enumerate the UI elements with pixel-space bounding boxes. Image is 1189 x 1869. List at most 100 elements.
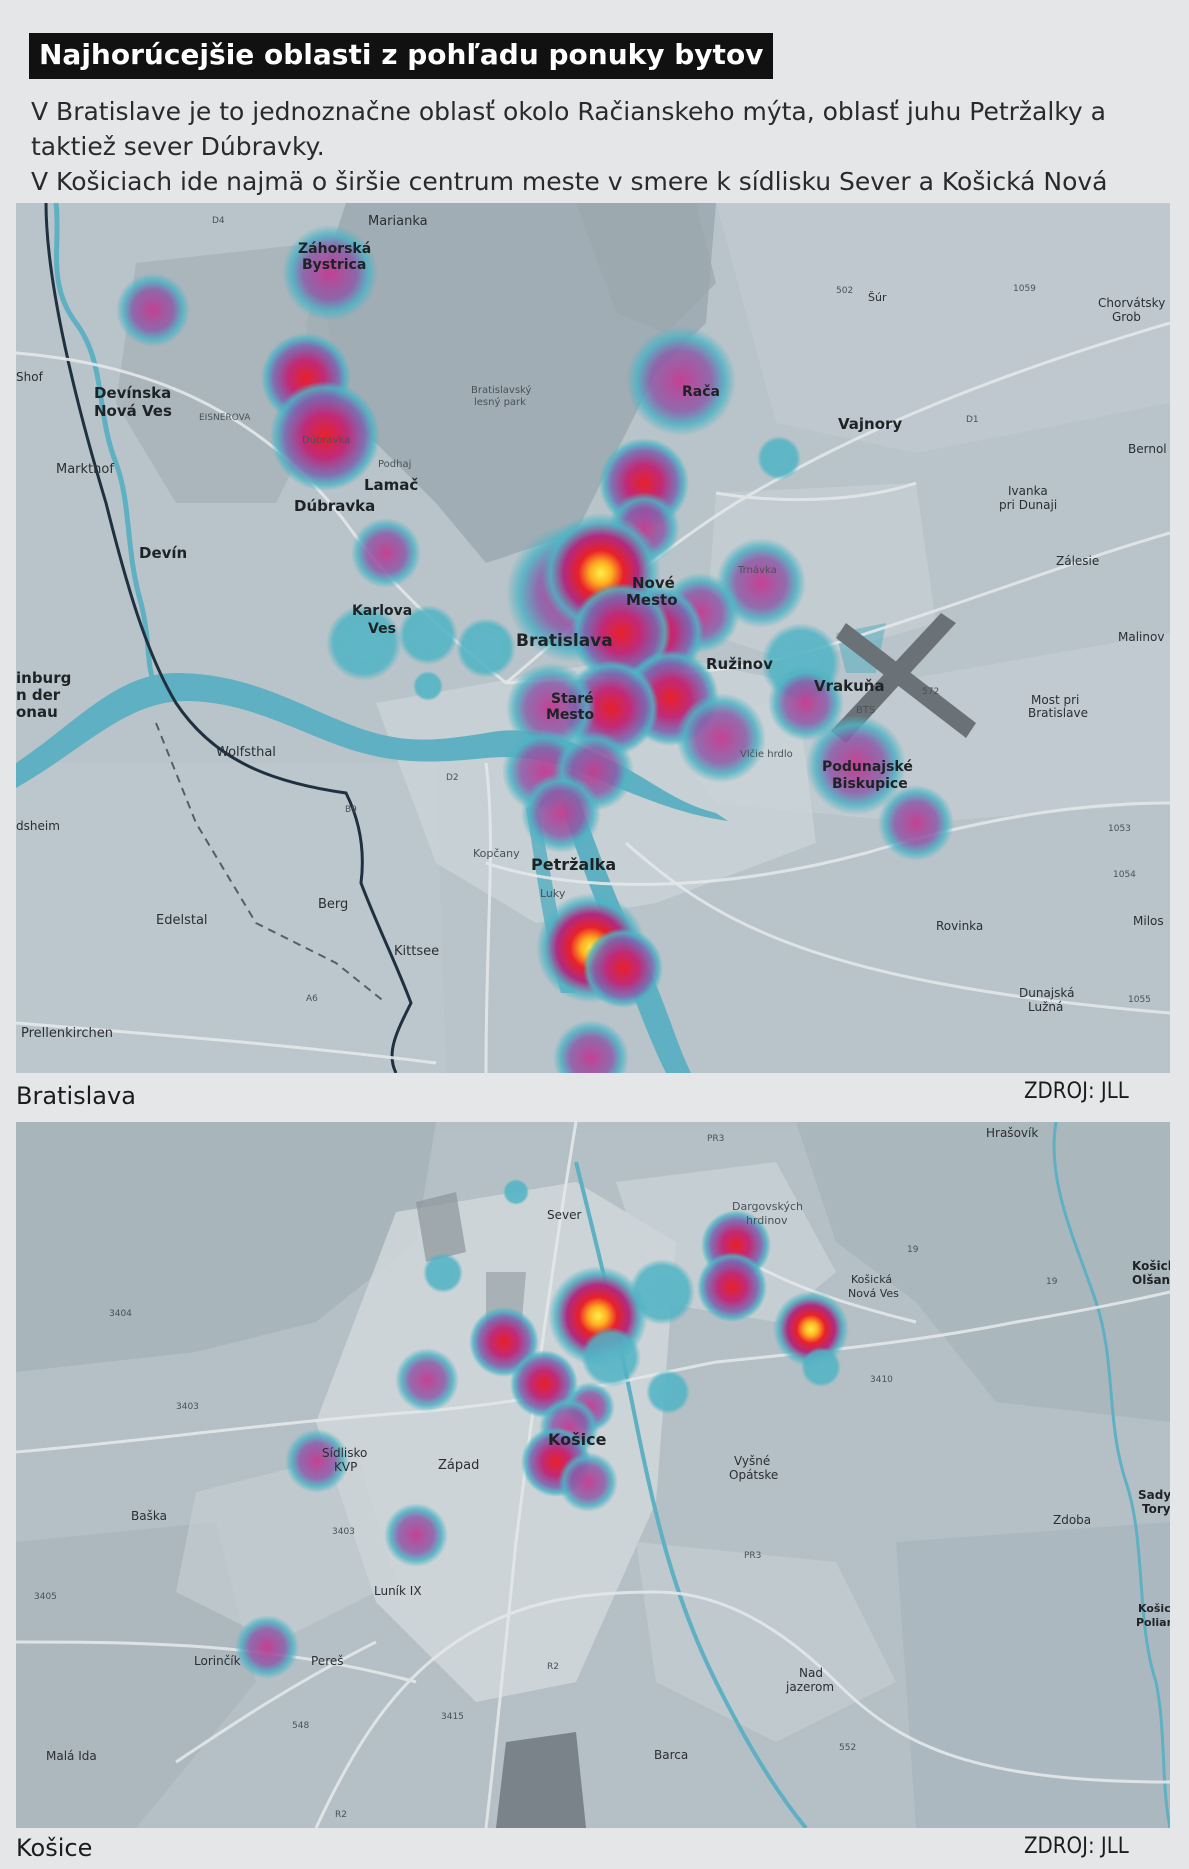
road-label: D4 xyxy=(212,216,225,226)
road-label: D1 xyxy=(966,415,979,425)
place-label: Mesto xyxy=(626,591,678,609)
bratislava-map-canvas: BTS Mariank xyxy=(16,203,1170,1073)
heat-spot xyxy=(878,785,954,861)
heat-spot xyxy=(503,1179,529,1205)
place-label: Kopčany xyxy=(473,847,520,860)
place-label: Devínska xyxy=(94,384,171,402)
place-label: Bratislave xyxy=(1028,706,1088,720)
place-label: Luky xyxy=(540,887,566,900)
place-label: Bystrica xyxy=(302,257,366,273)
heat-spot xyxy=(801,1347,841,1387)
road-label: 552 xyxy=(839,1743,856,1753)
heat-spot xyxy=(768,665,844,741)
bratislava-place-labels: Marianka Záhorská Bystrica Devínska Nová… xyxy=(16,214,1167,1041)
place-label: lesný park xyxy=(474,396,526,408)
place-label: Bratislavský xyxy=(471,384,531,396)
heat-spot xyxy=(583,928,663,1008)
place-label: Petržalka xyxy=(531,855,616,874)
heat-spot xyxy=(676,693,766,783)
place-label: Nová Ves xyxy=(94,402,172,420)
heat-spot xyxy=(413,671,443,701)
kosice-heatmap[interactable]: Hrašovík Sever Dargovských hrdinov Košic… xyxy=(16,1122,1170,1828)
heat-spot xyxy=(235,1615,299,1679)
road-label: 3410 xyxy=(870,1375,893,1385)
place-label: Grob xyxy=(1112,310,1141,324)
place-label: Sídlisko xyxy=(322,1446,367,1460)
bratislava-heatmap[interactable]: BTS Mariank xyxy=(16,203,1170,1073)
heat-spots xyxy=(235,1179,849,1679)
kosice-source: ZDROJ: JLL xyxy=(1024,1834,1129,1859)
heat-spot xyxy=(398,605,458,665)
place-label: Záhorská xyxy=(298,241,371,257)
road-label: R2 xyxy=(335,1810,347,1820)
place-label: Barca xyxy=(654,1748,688,1762)
place-label: Edelstal xyxy=(156,913,208,928)
place-label: Nové xyxy=(632,574,675,592)
place-label: Wolfsthal xyxy=(216,745,276,760)
road-network xyxy=(16,1122,1170,1828)
road-label: 3415 xyxy=(441,1712,464,1722)
place-label: Karlova xyxy=(352,603,412,619)
place-label: Ivanka xyxy=(1008,484,1048,498)
road-label: 1055 xyxy=(1128,995,1151,1005)
road-label: 548 xyxy=(292,1721,309,1731)
place-label: Košická xyxy=(851,1273,892,1286)
place-label: Pereš xyxy=(311,1654,344,1668)
place-label: Milos xyxy=(1133,914,1164,928)
kosice-caption: Košice xyxy=(16,1834,93,1862)
place-label: Nad xyxy=(799,1666,823,1680)
place-label: Malá Ida xyxy=(46,1749,97,1763)
place-label: Devín xyxy=(139,544,187,562)
heat-spot xyxy=(384,1503,448,1567)
road-label: 3403 xyxy=(332,1527,355,1537)
heat-spot xyxy=(697,1252,767,1322)
place-label: n der xyxy=(16,686,61,704)
place-label: Košice xyxy=(548,1430,607,1449)
kosice-map-canvas: Hrašovík Sever Dargovských hrdinov Košic… xyxy=(16,1122,1170,1828)
place-label: Chorvátsky xyxy=(1098,296,1165,310)
place-label: pri Dunaji xyxy=(999,498,1057,512)
place-label: Biskupice xyxy=(832,776,908,792)
place-label: Rovinka xyxy=(936,919,983,933)
intro-line-1: V Bratislave je to jednoznačne oblasť ok… xyxy=(31,97,1106,126)
place-label: Polian xyxy=(1136,1616,1170,1629)
heat-spot xyxy=(395,1348,459,1412)
road-label: 19 xyxy=(907,1245,919,1255)
airport-code: BTS xyxy=(856,705,875,716)
place-label: Šúr xyxy=(868,291,887,304)
state-border xyxy=(44,203,413,1073)
heat-spot xyxy=(646,1370,690,1414)
place-label: Ves xyxy=(368,621,396,637)
place-label: Vrakuňa xyxy=(814,677,885,695)
heat-spot xyxy=(326,605,402,681)
place-label: Lamač xyxy=(364,476,418,494)
street-label: EISNEROVA xyxy=(199,413,251,423)
road-label: PR3 xyxy=(744,1551,761,1561)
place-label: Shof xyxy=(16,370,44,384)
place-label: Košick xyxy=(1132,1259,1170,1273)
place-label: Hrašovík xyxy=(986,1126,1038,1140)
heat-spot xyxy=(116,273,190,347)
heat-spot xyxy=(506,663,596,753)
road-label: 3403 xyxy=(176,1402,199,1412)
heat-spot xyxy=(757,436,801,480)
place-label: Dargovských xyxy=(732,1200,803,1213)
place-label: Vajnory xyxy=(838,415,902,433)
road-label: 502 xyxy=(836,286,853,296)
place-label: Berg xyxy=(318,897,348,912)
place-label: Lorinčík xyxy=(194,1654,241,1668)
place-label: Nová Ves xyxy=(848,1287,899,1300)
road-label: 1053 xyxy=(1108,824,1131,834)
place-label: Sady xyxy=(1138,1488,1170,1502)
place-label: Vyšné xyxy=(734,1454,770,1468)
place-label: Olšany xyxy=(1132,1273,1170,1287)
place-label: Malinov xyxy=(1118,630,1164,644)
place-label: Trnávka xyxy=(737,564,777,576)
heat-spot xyxy=(282,225,378,321)
place-label: Západ xyxy=(438,1458,479,1473)
heat-spot xyxy=(626,326,736,436)
place-label: Bernol xyxy=(1128,442,1167,456)
place-label: Ružinov xyxy=(706,655,773,673)
road-label: 3405 xyxy=(34,1592,57,1602)
place-label: Dúbravka xyxy=(302,434,350,446)
